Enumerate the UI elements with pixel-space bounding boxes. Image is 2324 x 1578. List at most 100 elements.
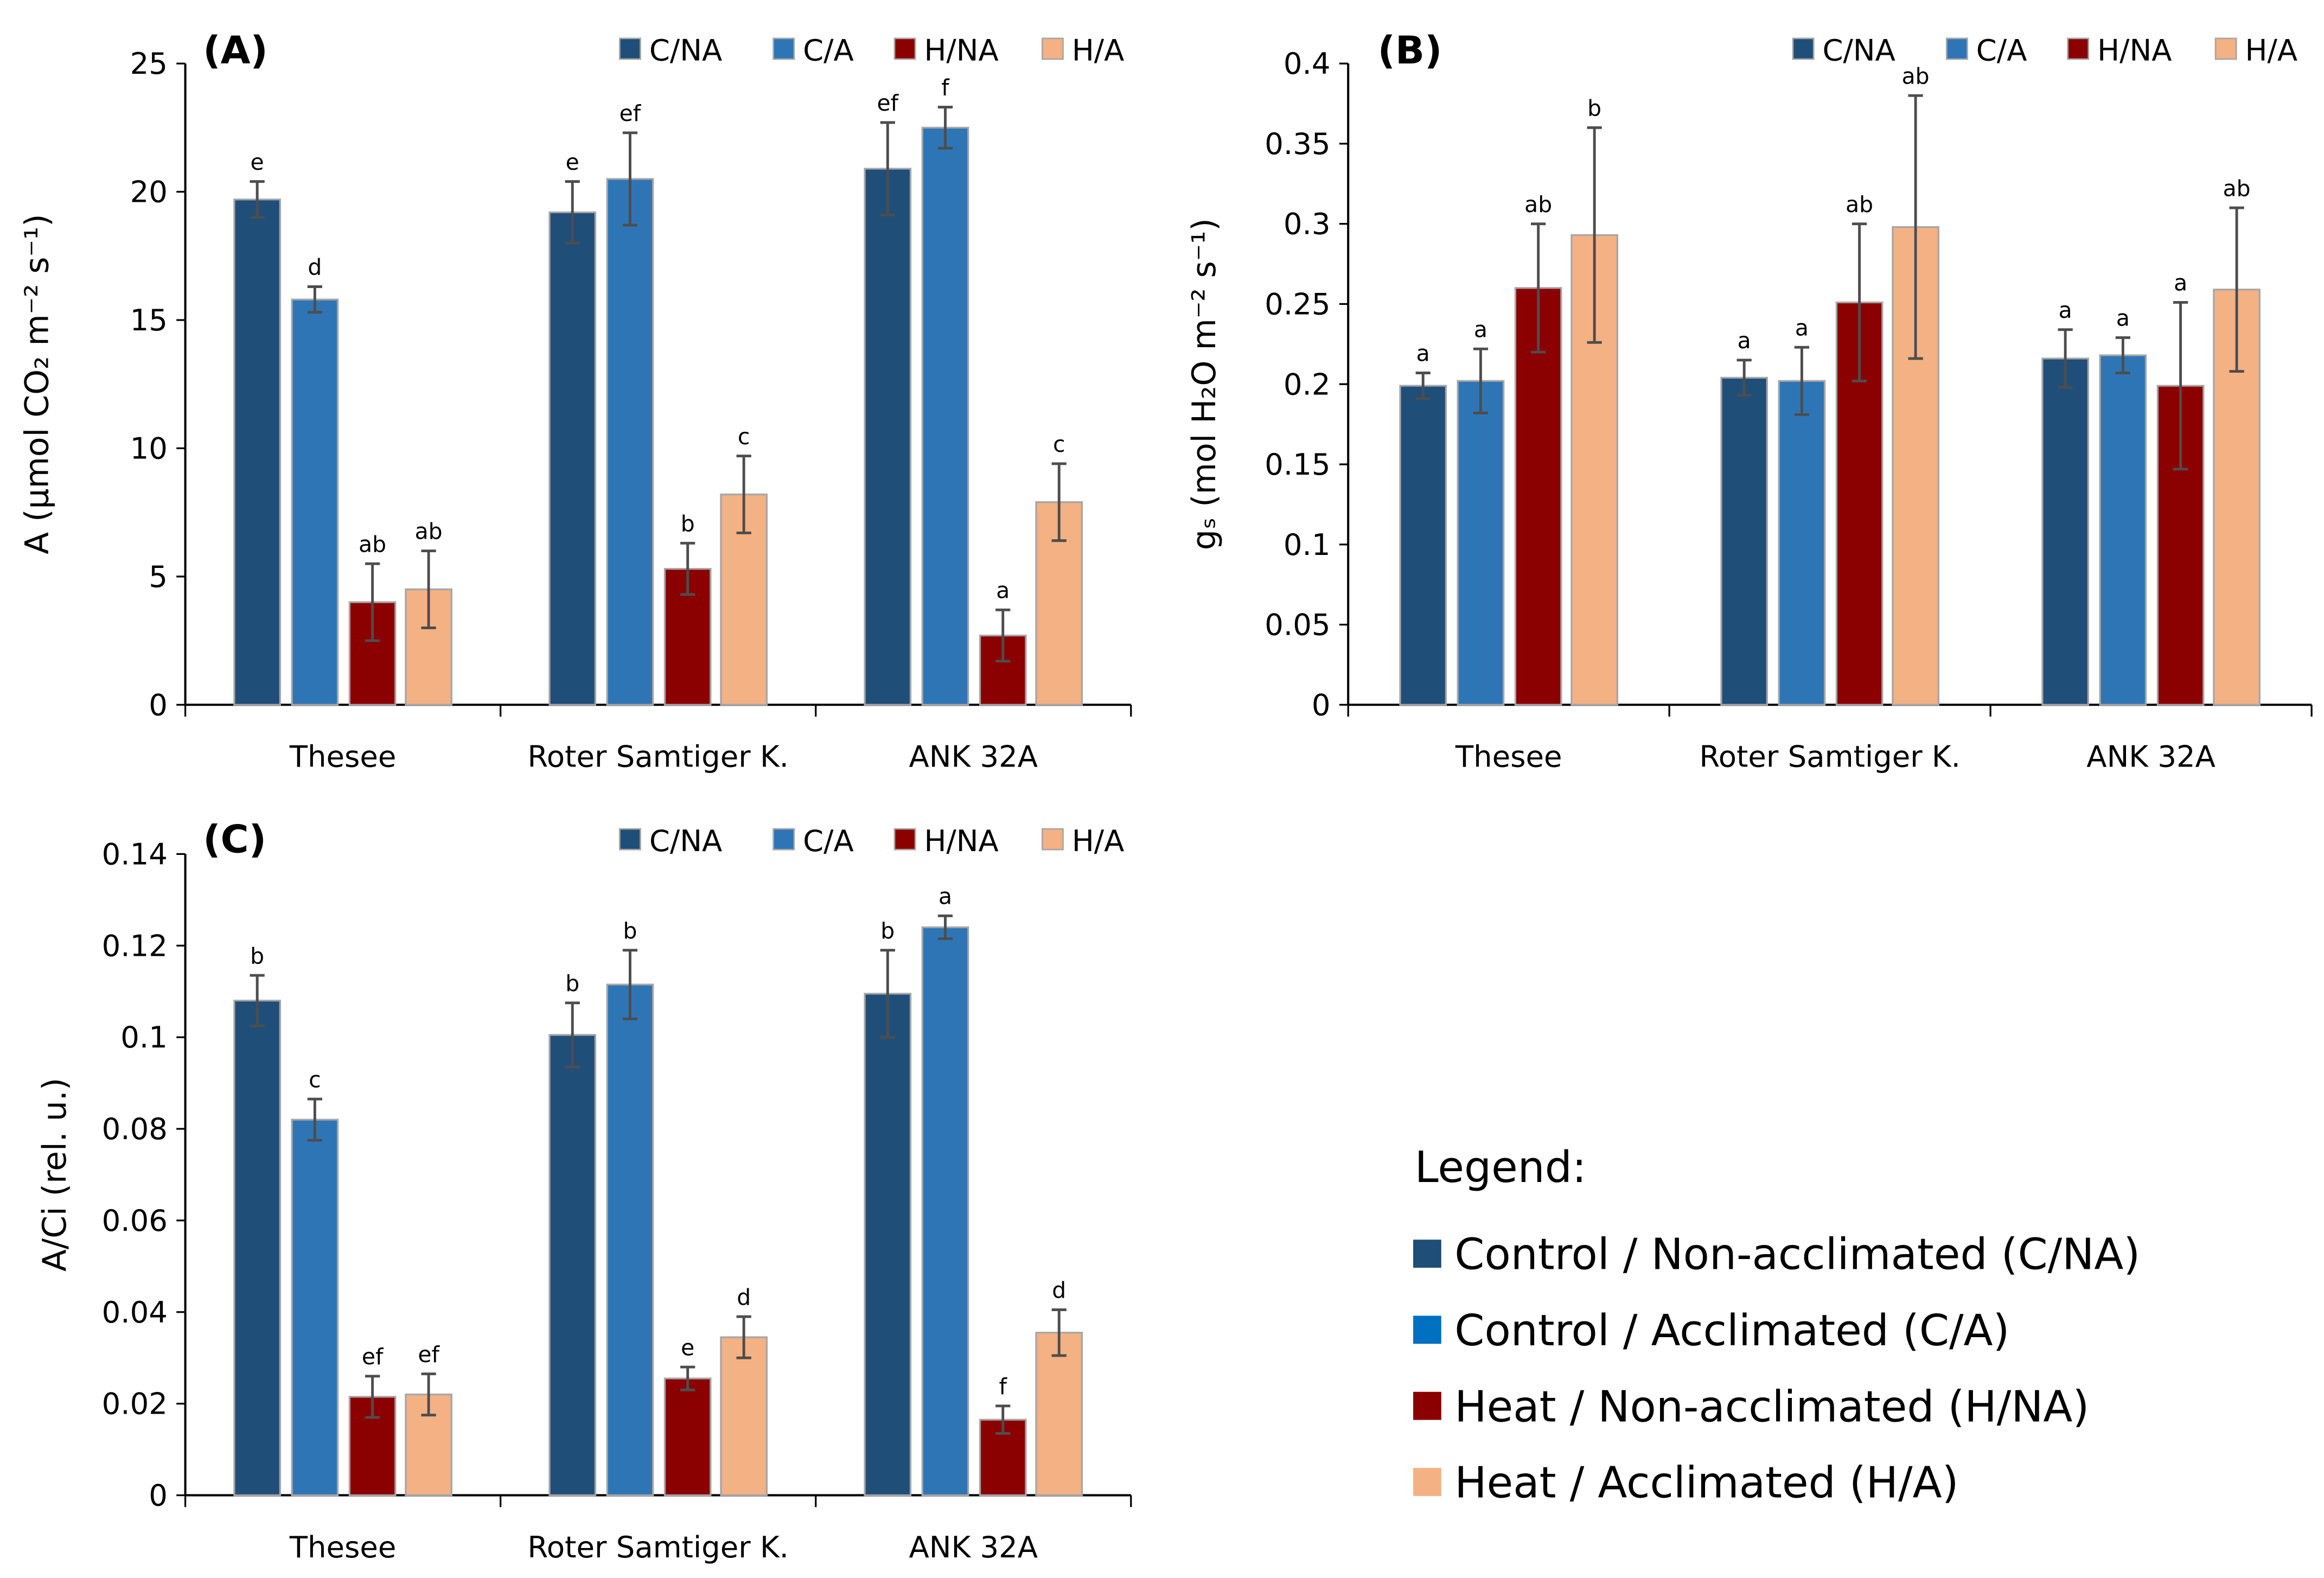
significance-letter: b [250, 943, 264, 969]
error-bar [365, 1375, 380, 1419]
y-axis-label: A/Ci (rel. u.) [36, 1078, 74, 1272]
significance-letter: b [1587, 95, 1601, 122]
panel-label: (C) [203, 817, 266, 862]
error-bar [680, 541, 695, 596]
bar-c-na [1399, 385, 1447, 706]
y-tick-label: 5 [149, 559, 168, 594]
significance-letter: d [308, 254, 322, 280]
bar-h-a [720, 1336, 768, 1497]
significance-letter: d [1052, 1277, 1066, 1304]
error-bar [421, 550, 436, 629]
legend-label: H/A [1072, 33, 1125, 68]
y-tick-label: 0.2 [1284, 367, 1331, 401]
legend-item: C/A [772, 823, 854, 858]
error-bar [1587, 126, 1602, 344]
legend-label: H/NA [2097, 33, 2172, 68]
chart-panel-3: 0 0.02 0.04 0.06 0.08 0.1 0.12 0.14 A/Ci (rel. u… [36, 817, 1132, 1564]
legend-swatch [772, 828, 795, 851]
legend-swatch [2214, 37, 2237, 60]
legend-label: C/NA [1823, 33, 1895, 68]
error-bar [1473, 347, 1489, 414]
legend-item: H/A [2214, 33, 2297, 68]
legend-item: H/NA [2067, 33, 2172, 68]
significance-letter: e [251, 149, 264, 175]
error-bar [565, 1001, 580, 1069]
significance-letter: a [2174, 270, 2187, 296]
y-tick-label: 0.3 [1284, 207, 1331, 241]
significance-letter: a [1474, 316, 1487, 342]
significance-letter: a [996, 578, 1010, 604]
legend-item: C/NA [619, 823, 722, 858]
chart-panel-2: 0 0.05 0.1 0.15 0.2 0.25 0.3 0.35 0.4 gₛ (mol H₂O… [1185, 28, 2313, 774]
y-tick-label: 20 [130, 175, 168, 209]
legend-title: Legend: [1415, 1142, 1587, 1192]
legend-swatch [619, 828, 641, 851]
legend-label: C/A [803, 823, 854, 858]
error-bar [1051, 1308, 1067, 1357]
legend-label: H/NA [924, 823, 998, 858]
x-category-label: Roter Samtiger K. [527, 739, 789, 774]
bar-c-a [1778, 380, 1826, 706]
error-bar [307, 285, 322, 314]
legend-swatch [1792, 37, 1815, 60]
error-bar [2173, 301, 2188, 471]
y-tick-label: 0.02 [102, 1387, 168, 1421]
legend-label: H/NA [924, 33, 998, 68]
y-tick-label: 0.08 [102, 1111, 168, 1146]
x-category-label: ANK 32A [2086, 739, 2216, 774]
error-bar [937, 106, 953, 150]
error-bar [937, 914, 953, 941]
legend-label: C/A [1976, 33, 2027, 68]
error-bar [622, 949, 638, 1020]
y-axis-label: A (µmol CO₂ m⁻² s⁻¹) [18, 214, 56, 554]
y-tick-label: 0.04 [102, 1295, 168, 1330]
bar-c-a [2099, 354, 2147, 706]
legend-swatch [893, 828, 916, 851]
error-bar [2058, 328, 2073, 389]
y-tick-label: 0 [1312, 687, 1331, 722]
error-bar [995, 1404, 1011, 1435]
legend-label: H/A [1072, 823, 1125, 858]
bar-c-na [864, 993, 912, 1497]
error-bar [880, 121, 895, 216]
significance-letter: a [1738, 328, 1751, 354]
legend-item: H/NA [893, 823, 999, 858]
bar-c-a [1457, 380, 1505, 706]
legend-item: C/A [1945, 33, 2027, 68]
y-tick-label: 0.12 [102, 928, 168, 963]
significance-letter: b [880, 918, 895, 944]
error-bar [365, 562, 380, 642]
y-axis-label: gₛ (mol H₂O m⁻² s⁻¹) [1185, 218, 1223, 550]
y-tick-label: 25 [130, 46, 168, 81]
y-tick-label: 10 [130, 431, 168, 465]
legend-swatch [893, 37, 916, 60]
error-bar [1794, 346, 1810, 416]
x-category-label: ANK 32A [909, 739, 1038, 774]
significance-letter: a [2059, 297, 2072, 323]
significance-letter: e [681, 1334, 694, 1360]
legend-label: Heat / Non-acclimated (H/NA) [1454, 1382, 2089, 1432]
chart-panel-1: 0 5 10 15 20 25 A (µmol CO₂ m⁻² s⁻¹) (A) Thesee e… [18, 28, 1132, 774]
x-category-label: ANK 32A [909, 1530, 1038, 1564]
error-bar [736, 455, 751, 534]
significance-letter: ab [1902, 63, 1930, 89]
significance-letter: ab [1846, 191, 1873, 218]
x-category-label: Thesee [289, 1530, 397, 1564]
x-category-label: Roter Samtiger K. [527, 1530, 789, 1564]
legend-swatch [1042, 37, 1064, 60]
y-tick-label: 0.06 [102, 1203, 168, 1238]
error-bar [880, 949, 895, 1039]
significance-letter: c [309, 1066, 321, 1093]
bar-h-na [663, 1377, 712, 1497]
error-bar [1531, 222, 1546, 354]
bar-c-na [864, 168, 912, 706]
legend-item: H/NA [893, 33, 999, 68]
y-tick-label: 0 [149, 1478, 168, 1513]
significance-letter: a [938, 884, 952, 910]
y-tick-label: 0.4 [1284, 46, 1331, 81]
legend-swatch [1413, 1468, 1441, 1496]
legend-swatch [2067, 37, 2090, 60]
x-category-label: Thesee [1455, 739, 1562, 774]
y-tick-label: 0.15 [1265, 447, 1330, 482]
error-bar [736, 1315, 751, 1359]
